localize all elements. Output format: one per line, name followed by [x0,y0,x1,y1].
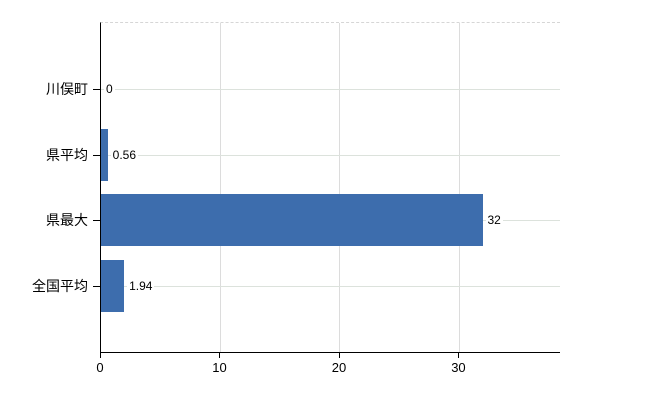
category-label: 県平均 [46,146,88,163]
category-label: 全国平均 [32,278,88,295]
category-label: 県最大 [46,212,88,229]
value-label: 32 [485,213,503,228]
x-tick-mark [338,353,340,358]
h-gridline [101,88,560,90]
v-gridline [339,23,341,352]
bar-row: 川俣町 0 [46,56,560,122]
y-tick-mark [93,220,101,222]
x-tick-label: 20 [331,360,347,375]
bar [101,194,483,247]
v-gridline [220,23,222,352]
bar-row: 全国平均 1.94 [32,253,560,319]
bar [101,128,108,181]
y-tick-mark [93,154,101,156]
plot-area: 川俣町 0 県平均 0.56 県最大 32 全国平均 [32,22,560,353]
h-gridline [101,154,560,156]
x-tick-mark [458,353,460,358]
value-label: 1.94 [127,279,155,294]
v-gridline [458,23,460,352]
x-tick-mark [219,353,221,358]
bar-row: 県最大 32 [46,188,560,254]
bar [101,260,125,313]
value-label: 0.56 [110,147,139,162]
y-tick-mark [93,286,101,288]
x-tick-label: 30 [451,360,466,375]
category-label: 川俣町 [46,80,88,97]
bar-row: 県平均 0.56 [46,122,560,188]
x-tick-mark [100,353,101,358]
y-tick-mark [93,88,101,90]
x-tick-label: 10 [212,360,227,375]
value-label: 0 [104,81,115,96]
x-axis: 0 10 20 30 [96,353,560,383]
bar-rows: 川俣町 0 県平均 0.56 県最大 32 全国平均 [32,23,560,352]
x-tick-label: 0 [96,360,104,375]
h-gridline [101,286,560,288]
